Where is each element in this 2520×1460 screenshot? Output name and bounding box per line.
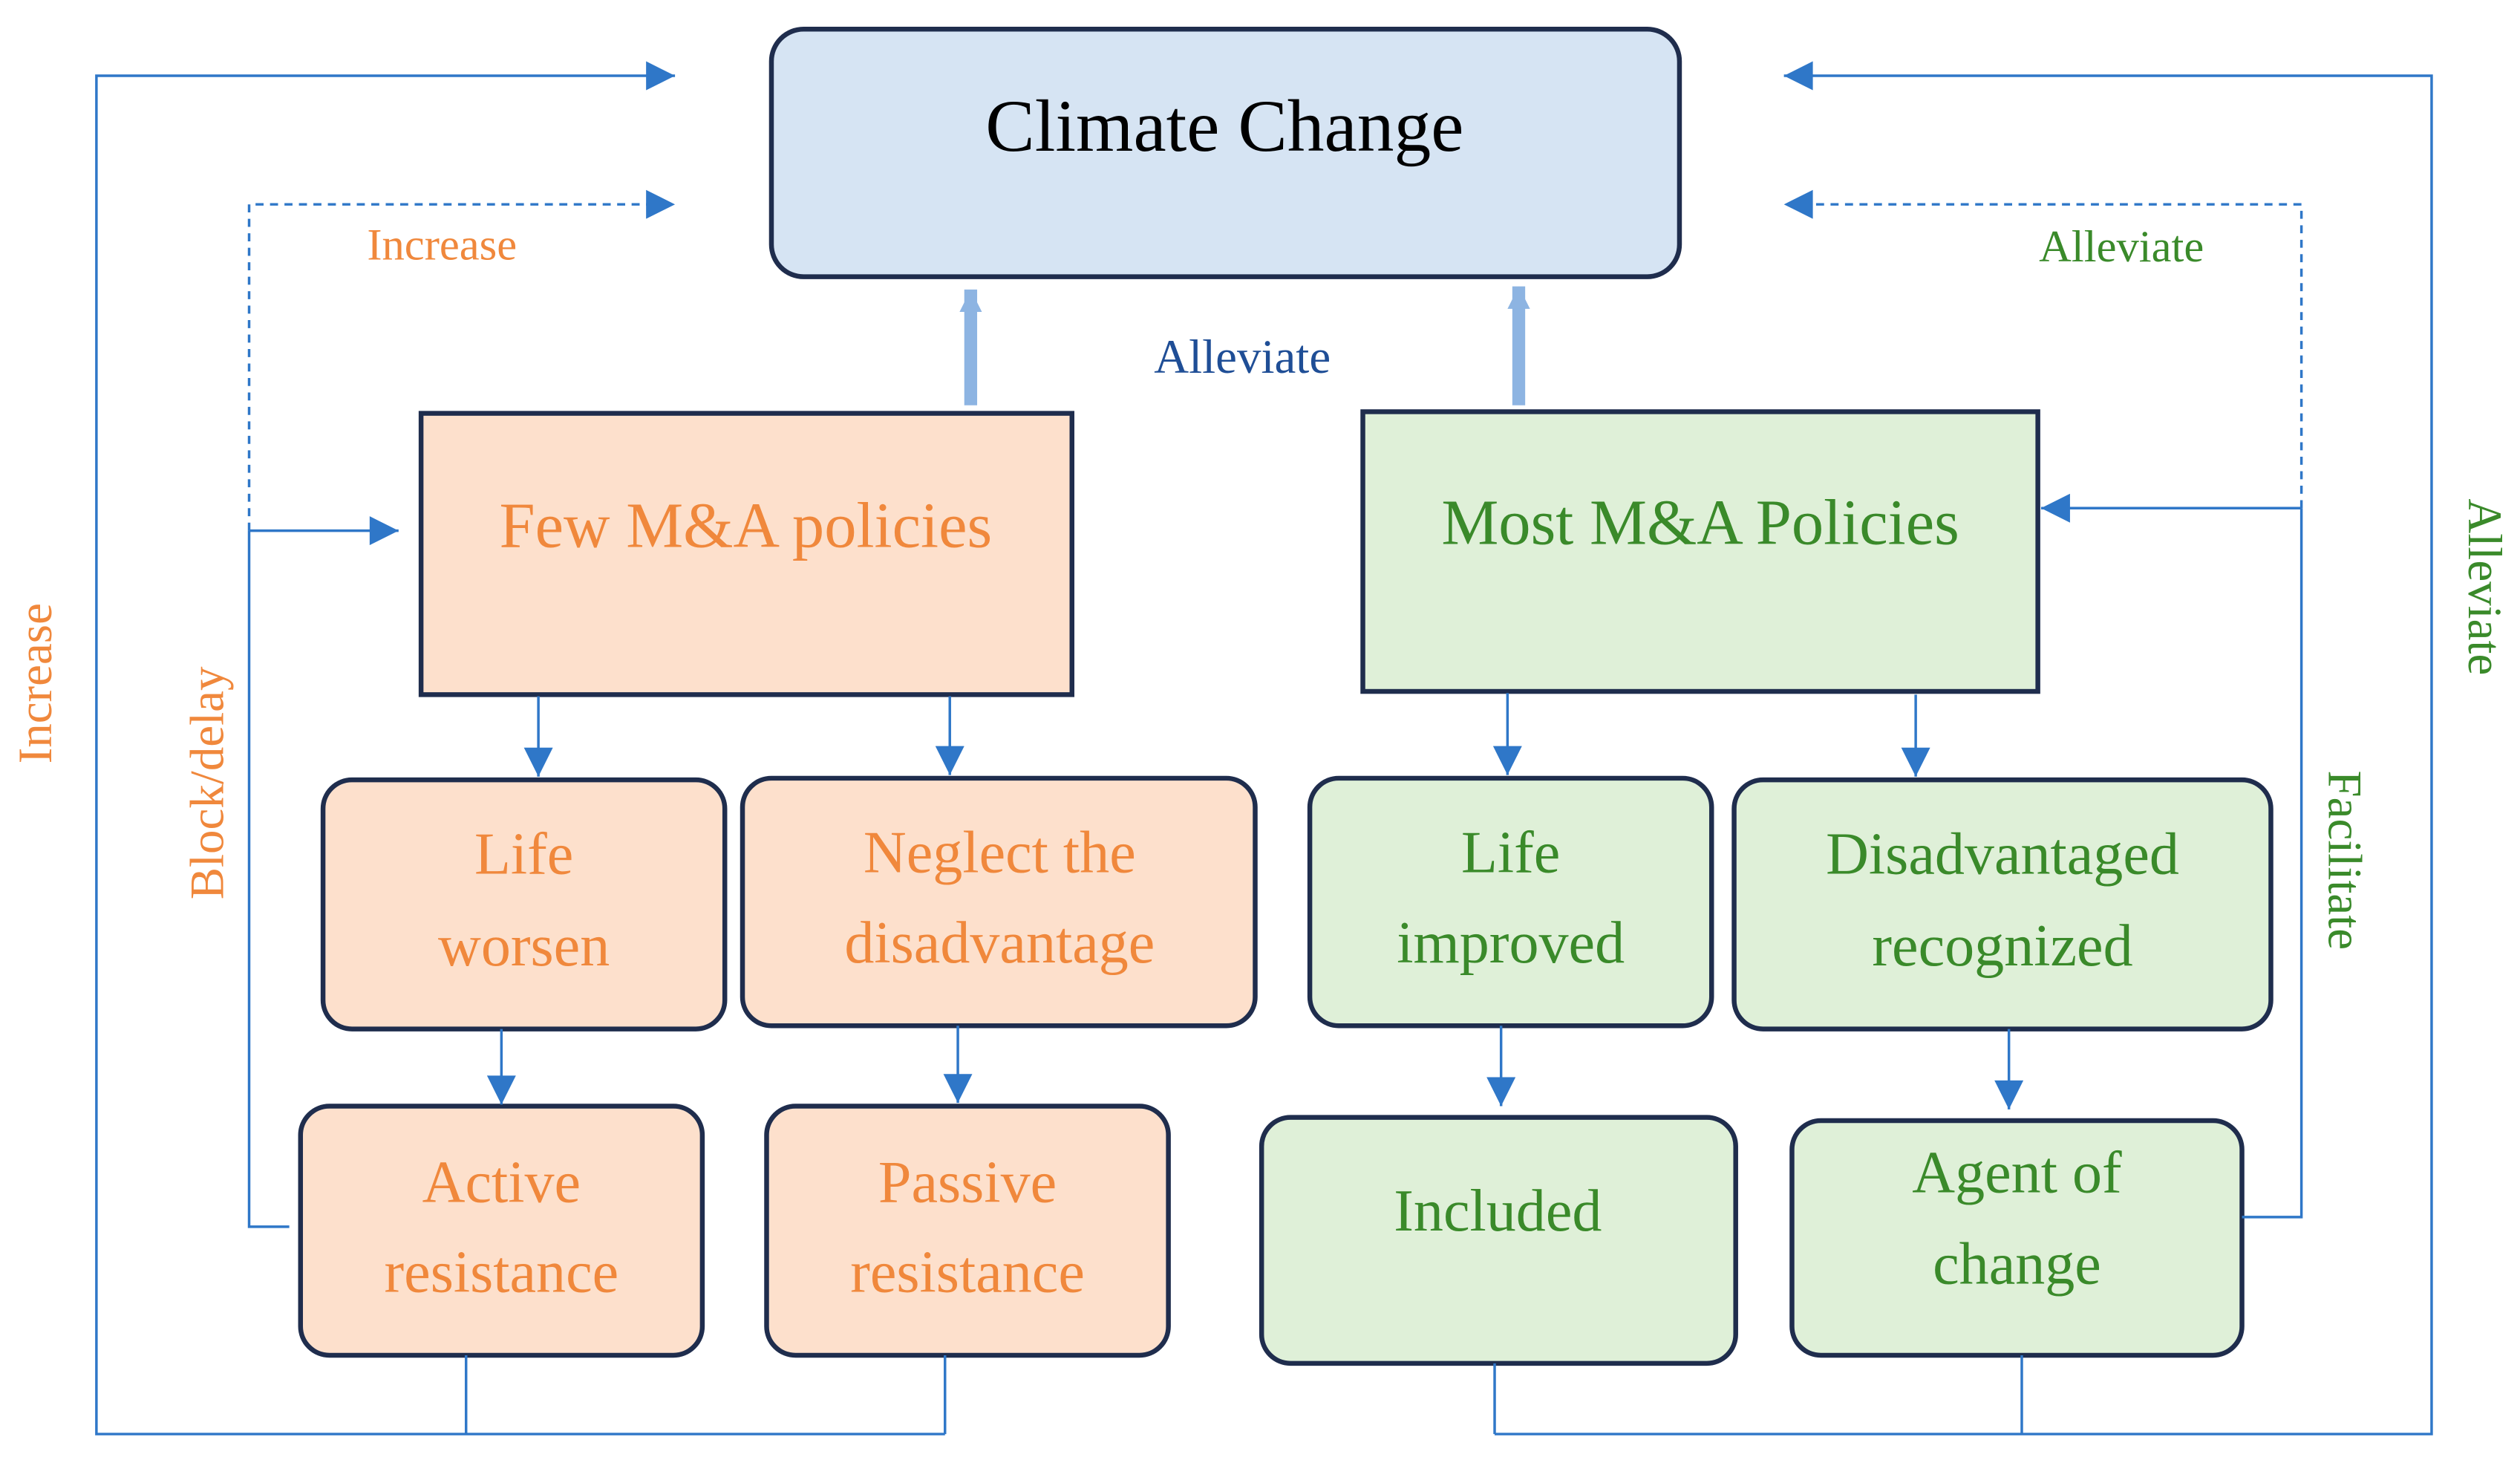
node-label: Life: [474, 822, 573, 887]
connector: [247, 189, 676, 531]
node-label: worsen: [438, 913, 610, 979]
connector: [247, 530, 290, 1228]
edge-label: Alleviate: [2039, 222, 2204, 272]
node-label: recognized: [1872, 913, 2132, 979]
node-label: Passive: [878, 1150, 1057, 1215]
node-label: Included: [1394, 1179, 1602, 1244]
node-label: resistance: [850, 1239, 1085, 1305]
edge-label: Alleviate: [2458, 498, 2511, 675]
connector: [1493, 76, 2433, 1435]
connector: [95, 76, 947, 1435]
title: Climate Change: [985, 85, 1463, 167]
node-box: [1259, 1115, 1738, 1366]
node-label: change: [1933, 1232, 2101, 1297]
node-box: [740, 775, 1258, 1029]
node-box: [320, 777, 728, 1032]
node-box: [418, 411, 1074, 697]
connector: [2242, 508, 2303, 1219]
node-box: [1731, 777, 2273, 1032]
edge-label: Facilitate: [2318, 771, 2372, 951]
node-label: Neglect the: [864, 821, 1136, 886]
connector: [1783, 189, 2303, 509]
node-label: Active: [422, 1150, 581, 1215]
node-box: [1360, 409, 2040, 694]
node-label: resistance: [384, 1239, 618, 1305]
arrows: [95, 76, 2433, 1435]
node-box: [764, 1104, 1171, 1358]
node-label: Most M&A Policies: [1441, 486, 1959, 558]
node-label: disadvantage: [844, 910, 1155, 976]
node-label: Few M&A policies: [499, 490, 992, 561]
edge-label: Block/delay: [181, 666, 235, 899]
node-box: [1307, 775, 1714, 1029]
edge-label: Alleviate: [1154, 330, 1331, 384]
climate-box: [768, 27, 1682, 279]
node-box: [1789, 1118, 2245, 1358]
node-label: Disadvantaged: [1826, 822, 2179, 887]
node-label: Life: [1461, 821, 1560, 886]
edge-label: Increase: [9, 603, 62, 763]
node-box: [298, 1104, 705, 1358]
edge-label: Increase: [367, 221, 517, 270]
node-label: improved: [1397, 910, 1625, 976]
node-label: Agent of: [1912, 1140, 2122, 1205]
